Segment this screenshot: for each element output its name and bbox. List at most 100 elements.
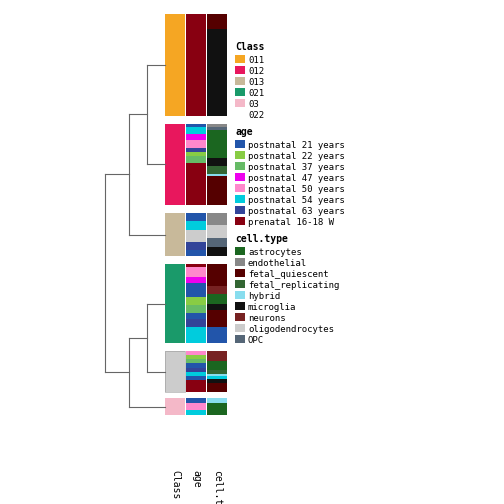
Bar <box>207 375 227 379</box>
Bar <box>186 351 206 355</box>
Text: postnatal 50 years: postnatal 50 years <box>248 185 345 194</box>
Bar <box>235 335 245 343</box>
Bar <box>186 163 206 205</box>
Text: postnatal 47 years: postnatal 47 years <box>248 174 345 183</box>
Bar <box>186 124 206 127</box>
Bar <box>186 283 206 297</box>
Bar <box>235 140 245 148</box>
Text: postnatal 54 years: postnatal 54 years <box>248 196 345 205</box>
Bar <box>235 269 245 277</box>
Text: 03: 03 <box>248 100 259 109</box>
Bar <box>186 403 206 410</box>
Bar <box>207 238 227 247</box>
Bar <box>207 361 227 369</box>
Text: postnatal 63 years: postnatal 63 years <box>248 207 345 216</box>
Bar <box>235 66 245 74</box>
Bar <box>235 151 245 159</box>
Bar <box>186 230 206 242</box>
Bar <box>207 29 227 115</box>
Text: postnatal 21 years: postnatal 21 years <box>248 141 345 150</box>
Bar <box>186 264 206 268</box>
Bar <box>186 156 206 163</box>
Bar <box>235 280 245 288</box>
Text: Class: Class <box>170 470 180 499</box>
Bar <box>186 371 206 375</box>
Bar <box>186 320 206 327</box>
Bar <box>186 410 206 415</box>
Bar <box>186 14 206 115</box>
Bar <box>207 176 227 205</box>
Text: OPC: OPC <box>248 336 264 345</box>
Bar <box>186 134 206 140</box>
Text: astrocytes: astrocytes <box>248 248 302 257</box>
Bar <box>207 213 227 225</box>
Text: hybrid: hybrid <box>248 292 280 301</box>
Bar <box>207 130 227 158</box>
Bar <box>207 351 227 361</box>
Bar <box>186 313 206 320</box>
Bar <box>186 268 206 277</box>
Bar <box>186 250 206 256</box>
Bar <box>207 369 227 373</box>
Bar <box>235 77 245 85</box>
Bar <box>165 264 185 343</box>
Text: postnatal 37 years: postnatal 37 years <box>248 163 345 172</box>
Text: 012: 012 <box>248 67 264 76</box>
Bar <box>235 162 245 170</box>
Text: fetal_quiescent: fetal_quiescent <box>248 270 329 279</box>
Bar <box>207 124 227 127</box>
Bar <box>235 313 245 321</box>
Bar <box>235 195 245 203</box>
Bar <box>186 398 206 403</box>
Text: 011: 011 <box>248 56 264 65</box>
Bar <box>207 403 227 415</box>
Bar <box>186 359 206 363</box>
Text: endothelial: endothelial <box>248 259 307 268</box>
Bar <box>207 174 227 176</box>
Bar <box>186 148 206 152</box>
Text: Class: Class <box>235 42 265 52</box>
Text: age: age <box>191 470 201 488</box>
Bar <box>207 127 227 130</box>
Text: 021: 021 <box>248 89 264 98</box>
Bar <box>186 367 206 371</box>
Bar <box>165 351 185 392</box>
Text: microglia: microglia <box>248 303 296 312</box>
Bar <box>186 152 206 156</box>
Bar <box>165 124 185 205</box>
Text: 022: 022 <box>248 111 264 120</box>
Text: age: age <box>235 127 253 137</box>
Bar <box>165 213 185 256</box>
Bar <box>235 99 245 107</box>
Bar <box>186 277 206 283</box>
Bar <box>235 173 245 181</box>
Bar <box>207 264 227 286</box>
Bar <box>235 184 245 192</box>
Text: cell.type: cell.type <box>212 470 222 504</box>
Bar <box>207 166 227 174</box>
Bar <box>235 88 245 96</box>
Bar <box>207 286 227 294</box>
Bar <box>235 324 245 332</box>
Bar <box>207 383 227 392</box>
Text: cell.type: cell.type <box>235 234 288 244</box>
Bar <box>186 140 206 148</box>
Text: prenatal 16-18 W: prenatal 16-18 W <box>248 218 334 227</box>
Bar <box>235 55 245 63</box>
Bar <box>207 14 227 29</box>
Bar <box>165 351 185 392</box>
Bar <box>235 217 245 225</box>
Bar <box>235 302 245 310</box>
Text: neurons: neurons <box>248 314 286 323</box>
Text: fetal_replicating: fetal_replicating <box>248 281 339 290</box>
Bar <box>186 305 206 313</box>
Bar <box>186 127 206 134</box>
Bar <box>207 225 227 238</box>
Bar <box>186 213 206 221</box>
Bar <box>235 247 245 255</box>
Bar <box>207 294 227 303</box>
Bar <box>165 14 185 115</box>
Bar <box>235 291 245 299</box>
Text: oligodendrocytes: oligodendrocytes <box>248 325 334 334</box>
Bar <box>186 355 206 359</box>
